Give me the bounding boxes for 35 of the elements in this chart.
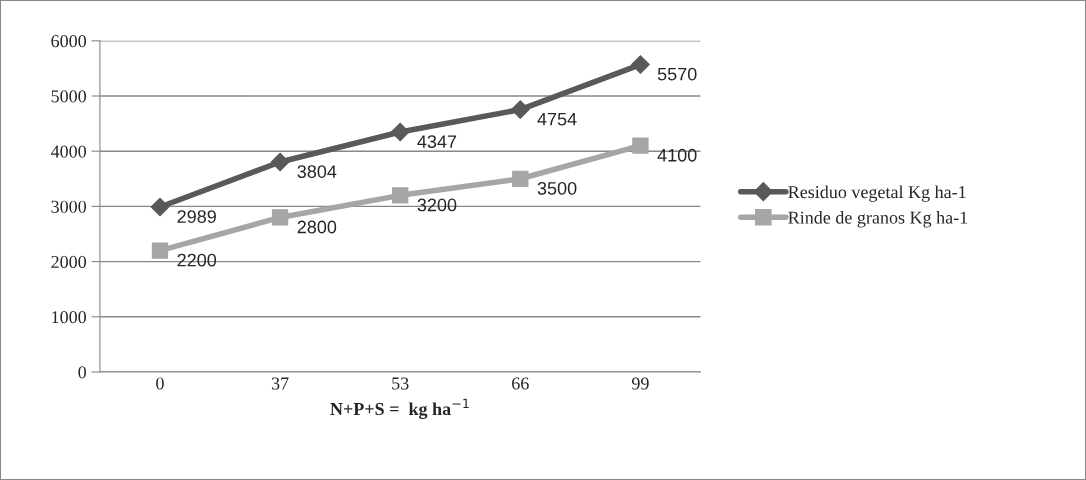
point xyxy=(392,187,409,204)
legend-label: Residuo vegetal Kg ha-1 xyxy=(788,185,966,202)
point xyxy=(150,197,170,217)
data-label: 2200 xyxy=(177,253,217,267)
y-tick-label: 2000 xyxy=(51,255,87,269)
data-label: 3500 xyxy=(537,181,577,195)
data-label: 3804 xyxy=(297,165,337,178)
point xyxy=(271,209,289,226)
y-tick-label: 5000 xyxy=(51,90,87,103)
point xyxy=(631,55,650,74)
x-axis-title: N+P+S = kg ha$^{−1}$ xyxy=(330,398,469,419)
point xyxy=(510,100,530,119)
data-label: 4100 xyxy=(657,148,697,162)
y-tick-label: 0 xyxy=(78,366,87,379)
x-tick-label: 0 xyxy=(156,377,164,390)
data-label: 3200 xyxy=(417,198,457,212)
data-label: 2800 xyxy=(297,220,337,234)
data-label: 4754 xyxy=(537,112,577,126)
point xyxy=(151,242,169,259)
data-label: 2989 xyxy=(177,210,216,223)
point xyxy=(270,152,290,172)
x-tick-label: 37 xyxy=(271,377,289,390)
point xyxy=(632,137,649,154)
data-label: 4347 xyxy=(417,135,457,148)
y-tick-label: 4000 xyxy=(50,145,87,158)
y-tick-label: 6000 xyxy=(51,35,87,48)
point xyxy=(390,122,410,142)
data-label: 5570 xyxy=(657,67,697,81)
x-tick-label: 66 xyxy=(512,377,529,390)
x-tick-label: 99 xyxy=(631,377,649,390)
point xyxy=(512,170,529,187)
x-tick-label: 53 xyxy=(392,377,409,390)
legend-label: Rinde de granos Kg ha-1 xyxy=(788,211,968,228)
y-tick-label: 1000 xyxy=(52,311,87,324)
y-tick-label: 3000 xyxy=(51,200,87,213)
